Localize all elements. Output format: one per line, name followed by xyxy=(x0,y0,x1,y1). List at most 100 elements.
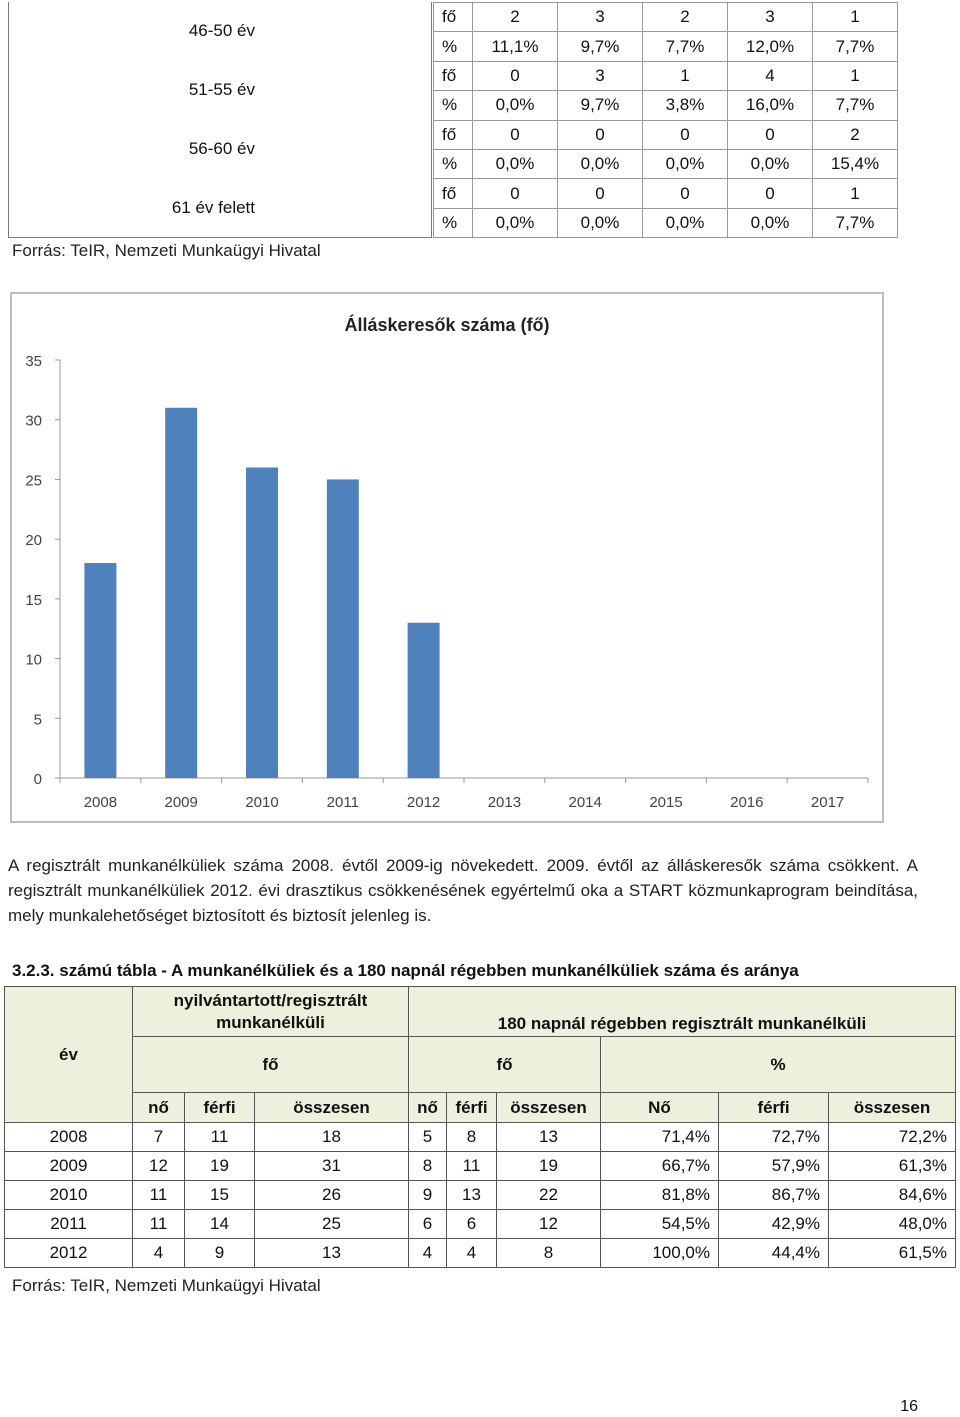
unit-cell: fő xyxy=(433,178,473,209)
y-tick-label: 10 xyxy=(25,652,42,669)
value-cell: 54,5% xyxy=(600,1209,719,1239)
age-value-cell: 7,7% xyxy=(812,207,898,239)
value-cell: 18 xyxy=(254,1122,409,1152)
age-value-cell: 3 xyxy=(557,1,643,33)
age-value-cell: 3,8% xyxy=(642,90,728,121)
unit-cell: % xyxy=(433,148,473,180)
value-cell: 72,2% xyxy=(828,1122,956,1152)
age-data-row: fő 0 0 0 0 2 xyxy=(433,119,898,150)
value-cell: 61,3% xyxy=(828,1151,956,1181)
age-value-cell: 0 xyxy=(727,119,813,150)
source-note-bottom: Forrás: TeIR, Nemzeti Munkaügyi Hivatal xyxy=(12,1276,321,1295)
age-value-cell: 4 xyxy=(727,60,813,92)
value-cell: 84,6% xyxy=(828,1180,956,1210)
value-cell: 13 xyxy=(496,1122,601,1152)
age-data-row: fő 0 0 0 0 1 xyxy=(433,178,898,209)
value-cell: 8 xyxy=(496,1238,601,1268)
value-cell: 42,9% xyxy=(718,1209,829,1239)
subheader-cell: nő xyxy=(132,1092,185,1123)
value-cell: 4 xyxy=(408,1238,447,1268)
age-value-cell: 0 xyxy=(557,178,643,209)
age-value-cell: 15,4% xyxy=(812,148,898,180)
subheader-cell: nő xyxy=(408,1092,447,1123)
age-value-cell: 0,0% xyxy=(557,207,643,239)
value-cell: 22 xyxy=(496,1180,601,1210)
unemployment-table: év nyilvántartott/regisztrált munkanélkü… xyxy=(4,986,956,1268)
value-cell: 11 xyxy=(132,1180,185,1210)
age-value-cell: 0 xyxy=(472,178,558,209)
age-data-row: % 0,0% 9,7% 3,8% 16,0% 7,7% xyxy=(433,90,898,121)
value-cell: 48,0% xyxy=(828,1209,956,1239)
unit-cell: % xyxy=(433,90,473,121)
age-value-cell: 1 xyxy=(812,178,898,209)
unit-cell: fő xyxy=(433,1,473,33)
age-value-cell: 9,7% xyxy=(557,31,643,62)
value-cell: 13 xyxy=(254,1238,409,1268)
value-cell: 7 xyxy=(132,1122,185,1152)
chart-title: Álláskeresők száma (fő) xyxy=(344,314,549,335)
x-tick-label: 2009 xyxy=(165,794,198,811)
age-value-cell: 2 xyxy=(472,1,558,33)
age-row-label: 61 év felett xyxy=(8,179,432,238)
value-cell: 11 xyxy=(184,1122,255,1152)
value-cell: 86,7% xyxy=(718,1180,829,1210)
value-cell: 11 xyxy=(446,1151,497,1181)
y-tick-label: 15 xyxy=(25,592,42,609)
value-cell: 12 xyxy=(132,1151,185,1181)
header-registered: nyilvántartott/regisztrált munkanélküli xyxy=(132,986,409,1037)
value-cell: 8 xyxy=(446,1122,497,1152)
age-value-cell: 0,0% xyxy=(642,148,728,180)
age-value-cell: 0,0% xyxy=(727,148,813,180)
age-value-cell: 2 xyxy=(642,1,728,33)
age-table: fő 2 3 2 3 1% 11,1% 9,7% 7,7% 12,0% 7,7% fő 0 3 1 4 1% 0,… xyxy=(433,1,898,239)
y-tick-label: 35 xyxy=(25,353,42,370)
age-value-cell: 0 xyxy=(472,60,558,92)
subheader-cell: Nő xyxy=(600,1092,719,1123)
table-row: 2011 11 14 25 6 6 12 54,5% 42,9% 48,0% xyxy=(4,1209,956,1239)
age-value-cell: 12,0% xyxy=(727,31,813,62)
age-value-cell: 7,7% xyxy=(812,90,898,121)
bar-2008 xyxy=(84,563,117,778)
age-value-cell: 0 xyxy=(557,119,643,150)
year-cell: 2008 xyxy=(4,1122,133,1152)
value-cell: 72,7% xyxy=(718,1122,829,1152)
age-value-cell: 1 xyxy=(812,1,898,33)
value-cell: 6 xyxy=(408,1209,447,1239)
unit-cell: fő xyxy=(433,119,473,150)
table-row: 2009 12 19 31 8 11 19 66,7% 57,9% 61,3% xyxy=(4,1151,956,1181)
age-value-cell: 0,0% xyxy=(642,207,728,239)
age-value-cell: 0,0% xyxy=(557,148,643,180)
age-value-cell: 0 xyxy=(642,178,728,209)
age-value-cell: 0,0% xyxy=(472,90,558,121)
bar-2012 xyxy=(407,622,440,778)
value-cell: 9 xyxy=(184,1238,255,1268)
value-cell: 5 xyxy=(408,1122,447,1152)
subheader-cell: összesen xyxy=(254,1092,409,1123)
table-caption: 3.2.3. számú tábla - A munkanélküliek és… xyxy=(12,961,799,980)
year-cell: 2009 xyxy=(4,1151,133,1181)
x-tick-label: 2011 xyxy=(327,794,359,811)
value-cell: 71,4% xyxy=(600,1122,719,1152)
value-cell: 12 xyxy=(496,1209,601,1239)
bar-chart: Álláskeresők száma (fő) 0 5 10 15 20 25 30 35 200… xyxy=(10,292,884,823)
age-value-cell: 0 xyxy=(472,119,558,150)
x-tick-label: 2016 xyxy=(730,794,763,811)
year-cell: 2012 xyxy=(4,1238,133,1268)
y-tick-label: 20 xyxy=(25,532,42,549)
x-tick-label: 2014 xyxy=(569,794,602,811)
value-cell: 9 xyxy=(408,1180,447,1210)
age-value-cell: 0,0% xyxy=(472,148,558,180)
subheader-cell: összesen xyxy=(496,1092,601,1123)
age-row-label: 51-55 év xyxy=(8,61,432,120)
age-value-cell: 2 xyxy=(812,119,898,150)
age-value-cell: 3 xyxy=(727,1,813,33)
x-tick-label: 2008 xyxy=(84,794,117,811)
value-cell: 14 xyxy=(184,1209,255,1239)
value-cell: 26 xyxy=(254,1180,409,1210)
body-paragraph: A regisztrált munkanélküliek száma 2008.… xyxy=(8,856,918,925)
y-tick-label: 0 xyxy=(34,771,42,788)
year-cell: 2010 xyxy=(4,1180,133,1210)
value-cell: 31 xyxy=(254,1151,409,1181)
age-value-cell: 0 xyxy=(642,119,728,150)
value-cell: 19 xyxy=(184,1151,255,1181)
